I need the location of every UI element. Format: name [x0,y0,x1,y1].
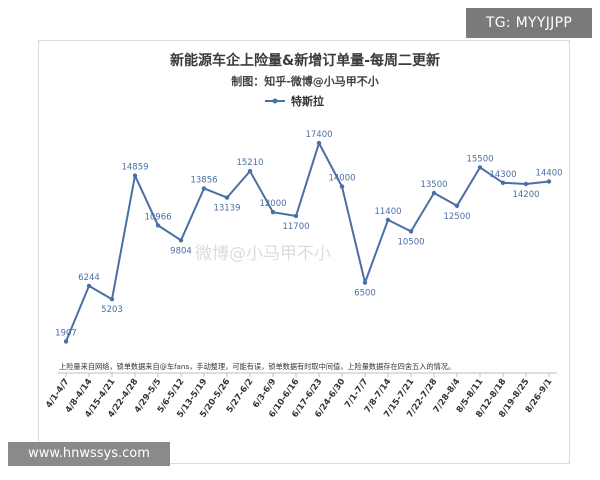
data-label: 14000 [328,174,355,184]
chart-legend: 特斯拉 [265,94,324,108]
data-label: 9804 [170,246,192,256]
data-point [339,184,345,189]
data-label: 12500 [443,212,470,222]
data-label: 6500 [354,289,376,299]
data-label: 13139 [213,204,240,214]
chart-title: 新能源车企上险量&新增订单量-每周二更新 [170,52,440,69]
data-label: 10966 [144,212,171,222]
data-label: 15210 [236,158,263,168]
data-label: 11400 [374,207,401,217]
data-label: 14300 [489,170,516,180]
data-label: 5203 [101,305,123,315]
data-label: 13856 [190,175,217,185]
data-point [500,180,506,185]
data-point [109,297,115,302]
legend-marker-swatch [272,98,278,104]
data-point [293,213,299,219]
data-point [408,229,414,234]
data-label: 14400 [535,169,562,179]
source-note: 上险量来自网络，锁单数据来自@车fans，手动整理，可能有误，锁单数据有时取中间… [59,362,455,371]
data-point [546,179,552,184]
data-point [477,165,483,170]
data-point [454,203,460,208]
data-point [201,186,207,191]
data-point [316,140,322,146]
data-point [362,280,368,285]
data-point [86,283,92,289]
legend-label: 特斯拉 [291,94,324,108]
chart-subtitle: 制图：知乎-微博@小马甲不小 [231,74,379,88]
data-point [224,195,230,200]
data-label: 14200 [512,190,539,200]
website-tag: www.hnwssys.com [8,442,170,466]
data-point [270,210,276,215]
series-line [65,142,550,342]
data-point [178,238,184,243]
x-axis: 4/1-4/74/8-4/144/15-4/214/22-4/284/29-5/… [44,372,557,420]
line-chart: 新能源车企上险量&新增订单量-每周二更新 制图：知乎-微博@小马甲不小 特斯拉 … [44,52,563,420]
data-label: 6244 [78,273,100,283]
data-label: 11700 [282,222,309,232]
data-point [431,190,437,196]
series-layer: 1907 6244 5203 14859 10966 9804 13856 13139 1521… [55,130,563,344]
data-point [132,173,138,178]
data-label: 10500 [397,237,424,247]
data-point [385,217,391,223]
data-label: 14859 [121,163,148,173]
chart-panel: 新能源车企上险量&新增订单量-每周二更新 制图：知乎-微博@小马甲不小 特斯拉 … [38,40,570,464]
data-point [523,181,529,187]
data-label: 13500 [420,180,447,190]
data-point [155,223,161,228]
watermark-text: 微博@小马甲不小 [195,244,331,264]
data-label: 17400 [305,130,332,140]
data-label: 1907 [55,328,77,338]
data-label: 15500 [466,154,493,164]
data-label: 12000 [259,199,286,209]
data-point [63,339,69,344]
tg-channel-tag: TG: MYYJJPP [466,8,592,38]
data-point [247,168,253,174]
